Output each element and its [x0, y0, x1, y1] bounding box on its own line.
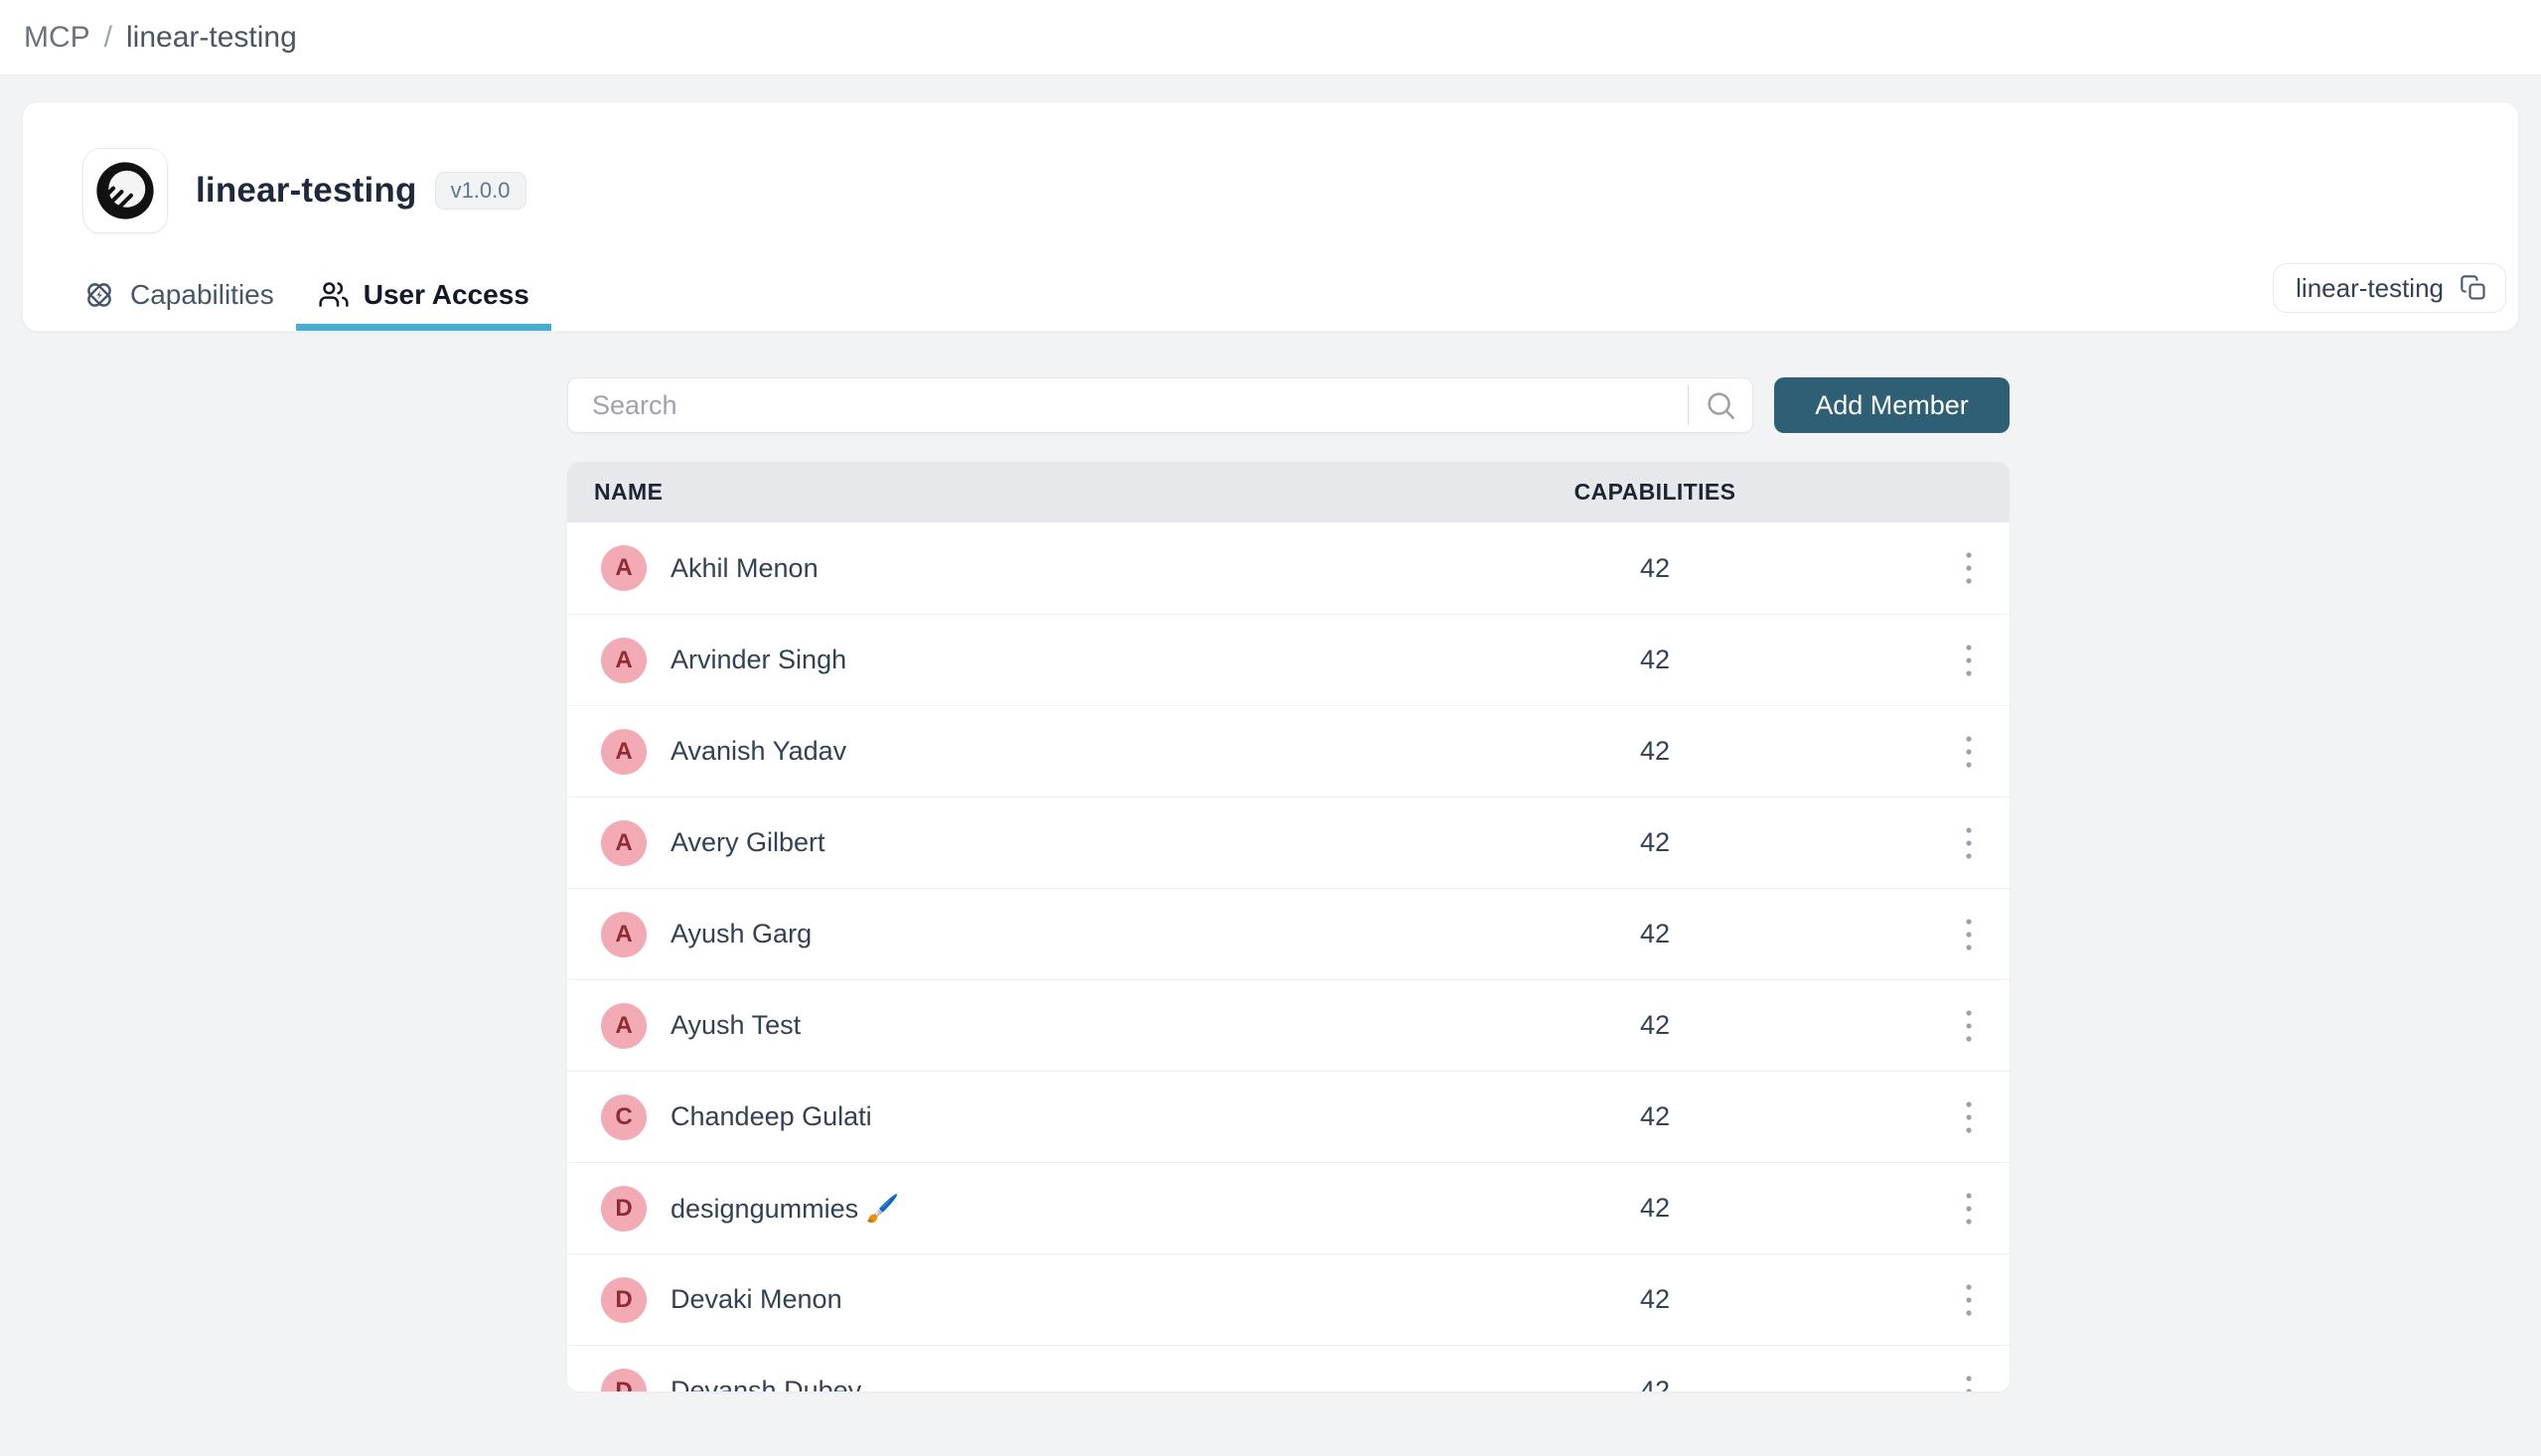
- server-header: linear-testing v1.0.0: [23, 102, 2518, 233]
- member-name: designgummies 🖌️: [671, 1193, 900, 1224]
- row-menu-button[interactable]: [1956, 818, 1982, 868]
- row-menu-button[interactable]: [1956, 1184, 1982, 1234]
- member-name: Devaki Menon: [671, 1284, 842, 1314]
- kebab-menu-icon: [1966, 552, 1972, 584]
- tab-capabilities-label: Capabilities: [130, 278, 274, 310]
- row-menu-button[interactable]: [1956, 1275, 1982, 1325]
- table-row[interactable]: A Ayush Test 42: [567, 979, 2010, 1071]
- tab-user-access-label: User Access: [363, 278, 529, 310]
- table-row[interactable]: D Devaki Menon 42: [567, 1253, 2010, 1345]
- table-row[interactable]: D designgummies 🖌️ 42: [567, 1162, 2010, 1253]
- table-row[interactable]: A Avanish Yadav 42: [567, 705, 2010, 797]
- row-menu-button[interactable]: [1956, 1092, 1982, 1142]
- table-header: NAME CAPABILITIES: [567, 462, 2010, 522]
- add-member-button[interactable]: Add Member: [1774, 377, 2010, 433]
- avatar: D: [601, 1276, 647, 1323]
- column-header-capabilities: CAPABILITIES: [1573, 479, 1736, 505]
- member-toolbar: Add Member: [567, 377, 2010, 433]
- avatar: D: [601, 1185, 647, 1232]
- avatar: A: [601, 637, 647, 683]
- table-row[interactable]: A Akhil Menon 42: [567, 522, 2010, 614]
- member-name: Akhil Menon: [671, 552, 819, 583]
- linear-logo-icon: [96, 162, 154, 219]
- avatar: C: [601, 1093, 647, 1140]
- row-menu-button[interactable]: [1956, 1367, 1982, 1391]
- server-title: linear-testing: [196, 171, 417, 210]
- member-name: Arvinder Singh: [671, 645, 847, 674]
- capabilities-count: 42: [1639, 645, 1671, 674]
- server-card: linear-testing v1.0.0 Capabilities: [22, 101, 2519, 332]
- members-table: NAME CAPABILITIES A Akhil Menon 42 A Arv…: [567, 462, 2010, 1391]
- table-row[interactable]: A Avery Gilbert 42: [567, 797, 2010, 888]
- row-menu-button[interactable]: [1956, 727, 1982, 777]
- table-row[interactable]: A Arvinder Singh 42: [567, 614, 2010, 705]
- copy-icon: [2461, 275, 2485, 300]
- copy-button[interactable]: [2460, 274, 2487, 302]
- breadcrumb-root[interactable]: MCP: [24, 20, 90, 54]
- search-box: [567, 377, 1753, 433]
- search-icon[interactable]: [1704, 388, 1737, 422]
- table-row[interactable]: D Devansh Dubey 42: [567, 1345, 2010, 1391]
- kebab-menu-icon: [1966, 1009, 1972, 1042]
- server-logo-tile: [82, 148, 168, 233]
- kebab-menu-icon: [1966, 1375, 1972, 1391]
- breadcrumb-separator: /: [103, 20, 113, 54]
- users-icon: [318, 279, 350, 311]
- kebab-menu-icon: [1966, 826, 1972, 859]
- avatar: A: [601, 819, 647, 866]
- search-input[interactable]: [568, 389, 1688, 421]
- table-row[interactable]: C Chandeep Gulati 42: [567, 1071, 2010, 1162]
- capabilities-count: 42: [1639, 1193, 1671, 1223]
- row-menu-button[interactable]: [1956, 636, 1982, 685]
- member-name: Ayush Garg: [671, 919, 813, 948]
- column-header-name: NAME: [594, 479, 664, 505]
- row-menu-button[interactable]: [1956, 910, 1982, 959]
- server-id-text: linear-testing: [2296, 272, 2444, 303]
- breadcrumb-current: linear-testing: [126, 20, 297, 54]
- kebab-menu-icon: [1966, 644, 1972, 676]
- version-badge: v1.0.0: [434, 172, 526, 210]
- breadcrumb: MCP / linear-testing: [24, 21, 297, 55]
- kebab-menu-icon: [1966, 1192, 1972, 1225]
- table-row[interactable]: A Ayush Garg 42: [567, 888, 2010, 979]
- capabilities-count: 42: [1639, 1010, 1671, 1040]
- row-menu-button[interactable]: [1956, 1001, 1982, 1051]
- main-content: Add Member NAME CAPABILITIES A Akhil Men…: [567, 377, 2010, 1391]
- capabilities-count: 42: [1639, 736, 1671, 766]
- capabilities-count: 42: [1639, 827, 1671, 857]
- capabilities-count: 42: [1639, 1376, 1671, 1391]
- tab-capabilities[interactable]: Capabilities: [61, 265, 296, 331]
- avatar: D: [601, 1368, 647, 1391]
- server-id-pill: linear-testing: [2273, 263, 2506, 313]
- avatar: A: [601, 1002, 647, 1049]
- capabilities-count: 42: [1639, 1101, 1671, 1131]
- member-name: Avery Gilbert: [671, 827, 825, 857]
- kebab-menu-icon: [1966, 918, 1972, 950]
- capabilities-count: 42: [1639, 919, 1671, 948]
- kebab-menu-icon: [1966, 735, 1972, 768]
- avatar: A: [601, 911, 647, 957]
- capabilities-count: 42: [1639, 1284, 1671, 1314]
- avatar: A: [601, 545, 647, 591]
- avatar: A: [601, 728, 647, 775]
- capabilities-icon: [82, 278, 116, 312]
- capabilities-count: 42: [1639, 552, 1671, 583]
- member-name: Ayush Test: [671, 1010, 802, 1040]
- row-menu-button[interactable]: [1956, 543, 1982, 593]
- member-name: Devansh Dubey: [671, 1376, 862, 1391]
- tab-bar: Capabilities User Access: [61, 265, 2518, 331]
- kebab-menu-icon: [1966, 1283, 1972, 1316]
- member-name: Chandeep Gulati: [671, 1101, 872, 1131]
- tab-user-access[interactable]: User Access: [295, 265, 551, 331]
- search-divider: [1688, 385, 1689, 425]
- top-bar: MCP / linear-testing: [0, 0, 2541, 75]
- member-name: Avanish Yadav: [671, 736, 847, 766]
- table-body: A Akhil Menon 42 A Arvinder Singh 42: [567, 522, 2010, 1391]
- kebab-menu-icon: [1966, 1100, 1972, 1133]
